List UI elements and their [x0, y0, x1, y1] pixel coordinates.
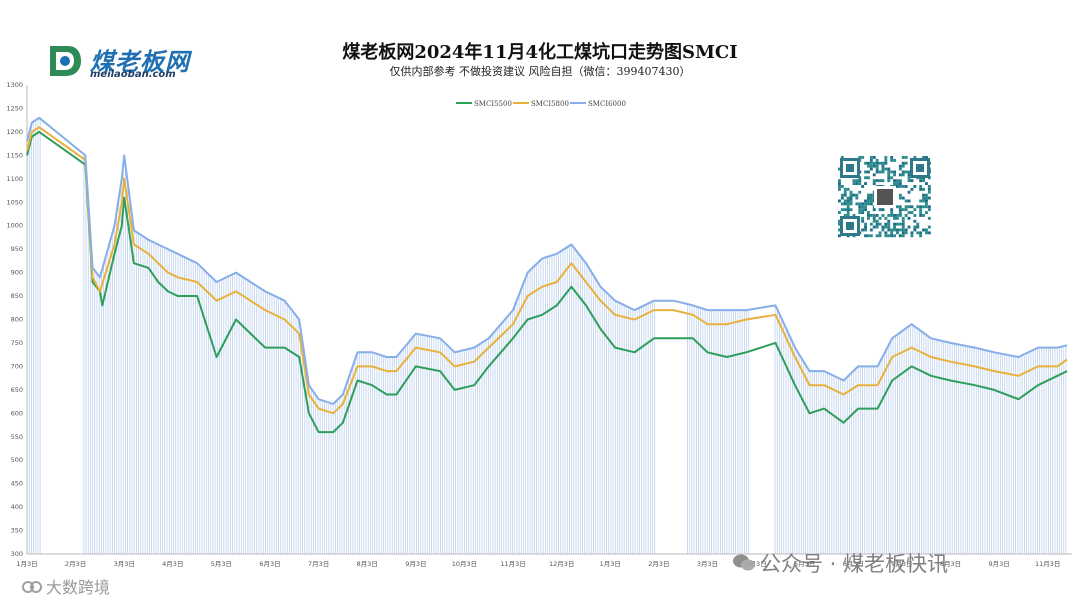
y-tick-label: 600 — [11, 409, 23, 417]
x-tick-label: 6月3日 — [259, 560, 280, 568]
x-tick-label: 5月3日 — [211, 560, 232, 568]
watermark-left-text: 大数跨境 — [46, 578, 111, 597]
y-tick-label: 800 — [11, 316, 23, 324]
y-tick-label: 1050 — [6, 198, 23, 206]
series-lines — [26, 116, 1068, 434]
x-tick-label: 4月3日 — [162, 560, 183, 568]
x-tick-label: 4月3日 — [745, 560, 766, 568]
x-tick-label: 9月3日 — [405, 560, 426, 568]
chart-title: 煤老板网2024年11月4化工煤坑口走势图SMCI — [342, 42, 738, 63]
x-tick-label: 2月3日 — [65, 560, 86, 568]
y-tick-label: 950 — [11, 245, 23, 253]
y-tick-label: 1200 — [6, 128, 23, 136]
watermark-right: 公众号 · 煤老板快讯 — [732, 548, 948, 578]
y-tick-label: 850 — [11, 292, 23, 300]
wechat-icon — [732, 553, 756, 573]
x-tick-label: 11月3日 — [500, 560, 525, 568]
legend-label: SMCI5800 — [531, 100, 569, 108]
x-tick-label: 11月3日 — [1035, 560, 1060, 568]
x-tick-label: 12月3日 — [549, 560, 574, 568]
x-tick-label: 3月3日 — [697, 560, 718, 568]
logo-domain: meilaoban.com — [90, 69, 176, 80]
y-tick-label: 1150 — [6, 151, 23, 159]
axes: 300 350 400 450 500 550 600 650 700 750 800 850 900 9… — [6, 81, 1072, 568]
chart-subtitle: 仅供内部参考 不做投资建议 风险自担（微信：399407430） — [389, 65, 691, 78]
watermark-left: 大数跨境 — [22, 574, 110, 598]
y-tick-label: 550 — [11, 433, 23, 441]
y-tick-label: 900 — [11, 269, 23, 277]
x-tick-label: 6月3日 — [843, 560, 864, 568]
series-line-SMCI6000 — [26, 116, 1068, 405]
y-tick-label: 750 — [11, 339, 23, 347]
x-tick-label: 8月3日 — [940, 560, 961, 568]
y-tick-label: 350 — [11, 527, 23, 535]
x-tick-label: 1月3日 — [16, 560, 37, 568]
x-tick-label: 9月3日 — [988, 560, 1009, 568]
x-tick-label: 7月3日 — [308, 560, 329, 568]
hairline-bars — [26, 118, 1067, 554]
watermark-logo-icon — [22, 579, 42, 595]
y-tick-label: 500 — [11, 456, 23, 464]
watermark-right-text: 公众号 · 煤老板快讯 — [760, 552, 949, 576]
y-tick-label: 1000 — [6, 222, 23, 230]
qr-code-icon — [838, 156, 932, 238]
y-tick-label: 1100 — [6, 175, 23, 183]
x-tick-label: 2月3日 — [648, 560, 669, 568]
x-tick-label: 7月3日 — [891, 560, 912, 568]
logo-name: 煤老板网 — [90, 48, 190, 76]
legend: SMCI5500 SMCI5800 SMCI6000 — [456, 100, 626, 108]
series-line-SMCI5500 — [26, 130, 1068, 434]
x-tick-label: 10月3日 — [452, 560, 477, 568]
y-tick-label: 400 — [11, 503, 23, 511]
y-tick-label: 1300 — [6, 81, 23, 89]
y-tick-label: 1250 — [6, 104, 23, 112]
y-tick-label: 450 — [11, 480, 23, 488]
series-line-SMCI5800 — [26, 126, 1068, 415]
x-tick-label: 8月3日 — [357, 560, 378, 568]
x-tick-label: 5月3日 — [794, 560, 815, 568]
y-tick-label: 650 — [11, 386, 23, 394]
y-tick-label: 300 — [11, 550, 23, 558]
y-tick-label: 700 — [11, 362, 23, 370]
x-tick-label: 3月3日 — [114, 560, 135, 568]
x-tick-label: 1月3日 — [600, 560, 621, 568]
logo: 煤老板网 meilaoban.com — [46, 40, 236, 84]
legend-label: SMCI6000 — [588, 100, 626, 108]
legend-label: SMCI5500 — [474, 100, 512, 108]
logo-mark-icon — [50, 46, 81, 76]
